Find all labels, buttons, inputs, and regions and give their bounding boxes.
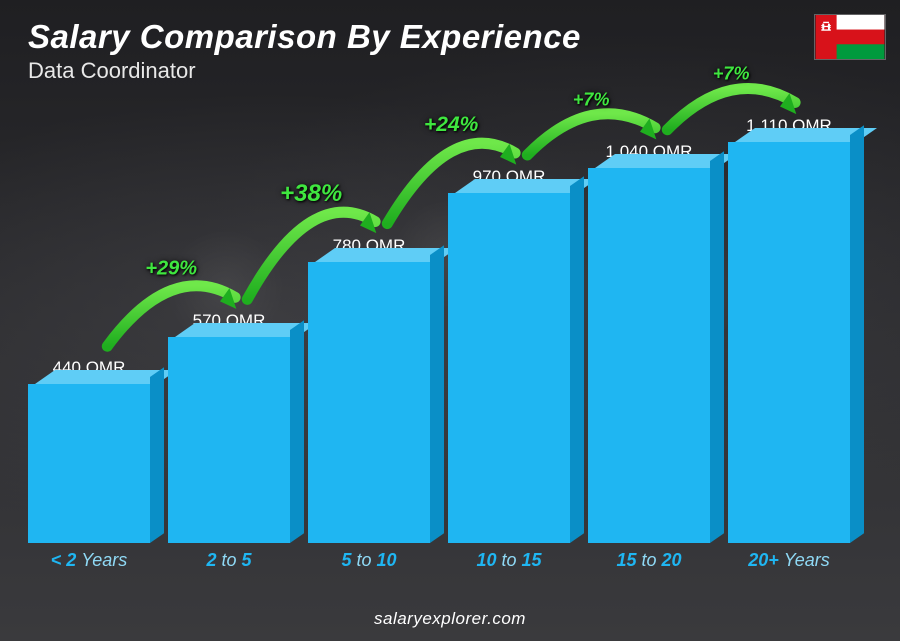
x-axis-label: 5 to 10 bbox=[308, 550, 430, 571]
bar bbox=[28, 384, 150, 543]
bar-slot: 440 OMR bbox=[28, 358, 150, 543]
bar bbox=[168, 337, 290, 543]
bar-slot: 1,040 OMR bbox=[588, 142, 710, 543]
bar-front-face bbox=[308, 262, 430, 543]
bar-side-face bbox=[710, 151, 724, 543]
bar-slot: 570 OMR bbox=[168, 311, 290, 543]
bar-front-face bbox=[168, 337, 290, 543]
bar bbox=[308, 262, 430, 543]
bar bbox=[588, 168, 710, 543]
bar-slot: 970 OMR bbox=[448, 167, 570, 543]
bar bbox=[448, 193, 570, 543]
x-axis-label: 15 to 20 bbox=[588, 550, 710, 571]
bar-slot: 1,110 OMR bbox=[728, 116, 850, 543]
bar-side-face bbox=[850, 126, 864, 543]
bar-front-face bbox=[448, 193, 570, 543]
x-axis-label: < 2 Years bbox=[28, 550, 150, 571]
bar-side-face bbox=[290, 321, 304, 543]
bar-front-face bbox=[728, 142, 850, 543]
bar-side-face bbox=[570, 176, 584, 543]
bar-front-face bbox=[28, 384, 150, 543]
bar-side-face bbox=[150, 367, 164, 543]
salary-bar-chart: 440 OMR 570 OMR 780 OMR 970 OMR 1,040 OM… bbox=[28, 110, 850, 571]
x-axis-labels: < 2 Years 2 to 5 5 to 10 10 to 15 15 to 20 20… bbox=[28, 550, 850, 571]
bar-front-face bbox=[588, 168, 710, 543]
bar-slot: 780 OMR bbox=[308, 236, 430, 543]
bar bbox=[728, 142, 850, 543]
footer-source: salaryexplorer.com bbox=[0, 609, 900, 629]
page-title: Salary Comparison By Experience bbox=[28, 18, 581, 56]
x-axis-label: 10 to 15 bbox=[448, 550, 570, 571]
bar-side-face bbox=[430, 245, 444, 543]
flag-oman-icon bbox=[814, 14, 886, 60]
x-axis-label: 2 to 5 bbox=[168, 550, 290, 571]
bars-container: 440 OMR 570 OMR 780 OMR 970 OMR 1,040 OM… bbox=[28, 110, 850, 543]
header: Salary Comparison By Experience Data Coo… bbox=[28, 18, 581, 84]
page-subtitle: Data Coordinator bbox=[28, 58, 581, 84]
x-axis-label: 20+ Years bbox=[728, 550, 850, 571]
